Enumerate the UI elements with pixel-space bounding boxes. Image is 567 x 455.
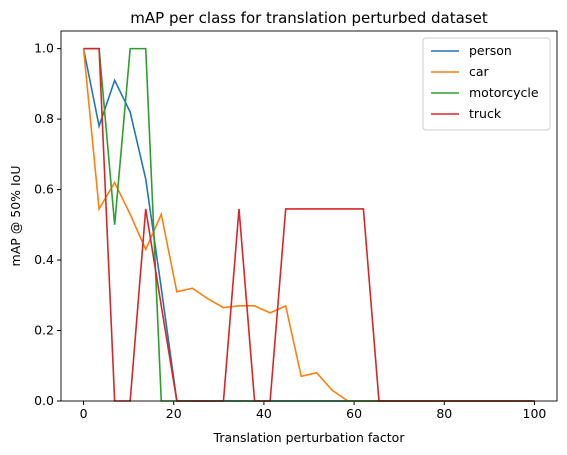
- y-tick-label: 0.0: [34, 393, 54, 408]
- chart-title: mAP per class for translation perturbed …: [130, 9, 488, 27]
- x-tick-label: 100: [523, 406, 547, 421]
- legend-label: motorcycle: [469, 85, 539, 100]
- x-tick-label: 80: [436, 406, 452, 421]
- legend-box: [422, 37, 551, 131]
- x-tick-label: 40: [256, 406, 272, 421]
- y-tick-label: 0.4: [34, 252, 54, 267]
- x-tick-label: 0: [80, 406, 88, 421]
- y-axis-label: mAP @ 50% IoU: [8, 166, 23, 267]
- x-tick-label: 20: [166, 406, 182, 421]
- y-tick-label: 0.2: [34, 323, 54, 338]
- legend-label: person: [469, 43, 512, 58]
- y-tick-label: 1.0: [34, 41, 54, 56]
- legend-label: car: [469, 64, 490, 79]
- y-tick-label: 0.6: [34, 182, 54, 197]
- x-axis-label: Translation perturbation factor: [213, 430, 406, 445]
- legend-label: truck: [469, 106, 502, 121]
- y-tick-label: 0.8: [34, 111, 54, 126]
- plot-frame: [60, 30, 558, 402]
- x-tick-label: 60: [346, 406, 362, 421]
